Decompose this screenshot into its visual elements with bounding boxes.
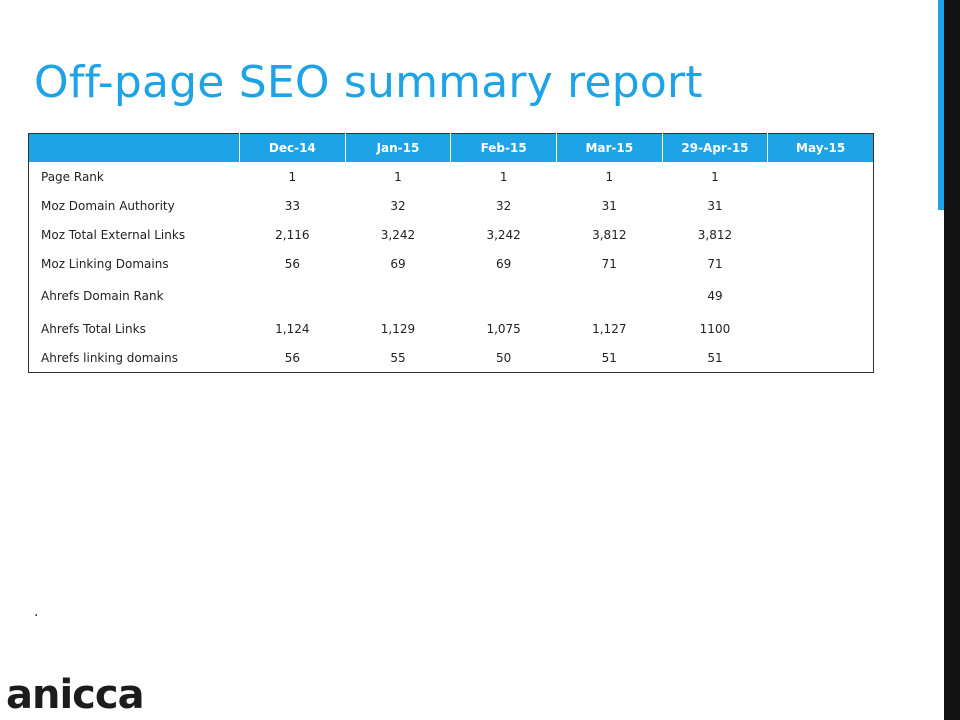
table-row: Ahrefs Total Links 1,124 1,129 1,075 1,1… [29, 314, 874, 343]
table-row: Ahrefs linking domains 56 55 50 51 51 [29, 343, 874, 373]
table-cell: 1 [605, 169, 614, 184]
table-cell: 1,129 [380, 321, 416, 336]
table-cell [768, 249, 874, 278]
table-row: Moz Domain Authority 33 32 32 31 31 [29, 191, 874, 220]
table-cell: 1,124 [275, 321, 310, 336]
page-title: Off-page SEO summary report [34, 57, 703, 109]
table-cell: 71 [601, 256, 617, 271]
table-row: Moz Total External Links 2,116 3,242 3,2… [29, 220, 874, 249]
column-header-feb-15: Feb-15 [450, 133, 557, 162]
table-cell [768, 220, 874, 249]
table-cell [768, 162, 874, 191]
row-label: Moz Total External Links [41, 227, 186, 242]
table-cell [768, 314, 874, 343]
table-cell: 50 [496, 350, 512, 365]
table-cell: 2,116 [275, 227, 310, 242]
table-cell [451, 278, 557, 314]
table-cell: 31 [707, 198, 723, 213]
table-cell: 32 [390, 198, 406, 213]
row-label: Page Rank [41, 169, 104, 184]
table-cell: 71 [707, 256, 723, 271]
table-cell [768, 343, 874, 373]
table-cell [768, 191, 874, 220]
table-cell [345, 278, 451, 314]
table-header-row: Dec-14 Jan-15 Feb-15 Mar-15 29-Apr-15 Ma… [28, 133, 874, 162]
table-cell: 1 [394, 169, 402, 184]
column-header-may-15: May-15 [767, 133, 874, 162]
table-cell [556, 278, 662, 314]
column-header-mar-15: Mar-15 [556, 133, 663, 162]
table-cell: 49 [707, 289, 723, 303]
right-accent-bar [938, 0, 944, 210]
table-cell [768, 278, 874, 314]
row-label: Ahrefs linking domains [41, 350, 178, 365]
table-cell: 56 [284, 350, 300, 365]
column-header-jan-15: Jan-15 [345, 133, 452, 162]
seo-summary-table: Dec-14 Jan-15 Feb-15 Mar-15 29-Apr-15 Ma… [28, 133, 874, 373]
column-header-metric [28, 133, 240, 162]
table-cell: 51 [707, 350, 723, 365]
column-header-dec-14: Dec-14 [239, 133, 346, 162]
table-row: Page Rank 1 1 1 1 1 [29, 162, 874, 191]
table-cell: 56 [284, 256, 300, 271]
row-label: Moz Linking Domains [41, 256, 169, 271]
table-cell: 32 [496, 198, 512, 213]
table-cell: 3,812 [592, 227, 627, 242]
table-cell: 31 [601, 198, 617, 213]
table-cell: 1,127 [592, 321, 627, 336]
table-cell: 1100 [699, 321, 731, 336]
row-label: Moz Domain Authority [41, 198, 175, 213]
table-cell: 1,075 [486, 321, 521, 336]
footnote-text: . [34, 604, 39, 620]
table-cell: 51 [601, 350, 617, 365]
table-cell: 69 [390, 256, 406, 271]
table-cell: 1 [288, 169, 297, 184]
table-cell: 33 [284, 198, 300, 213]
table-cell: 69 [496, 256, 512, 271]
table-cell: 55 [390, 350, 406, 365]
table-cell: 3,812 [697, 227, 733, 242]
column-header-29-apr-15: 29-Apr-15 [662, 133, 769, 162]
table-row: Moz Linking Domains 56 69 69 71 71 [29, 249, 874, 278]
table-cell [240, 278, 346, 314]
row-label: Ahrefs Total Links [41, 321, 146, 336]
table-row: Ahrefs Domain Rank 49 [29, 278, 874, 314]
right-edge-bar [944, 0, 960, 720]
anicca-logo: anicca [6, 672, 145, 718]
table-cell: 3,242 [380, 227, 416, 242]
row-label: Ahrefs Domain Rank [41, 289, 164, 303]
table-cell: 1 [499, 169, 508, 184]
table-cell: 3,242 [486, 227, 521, 242]
table-cell: 1 [711, 169, 719, 184]
